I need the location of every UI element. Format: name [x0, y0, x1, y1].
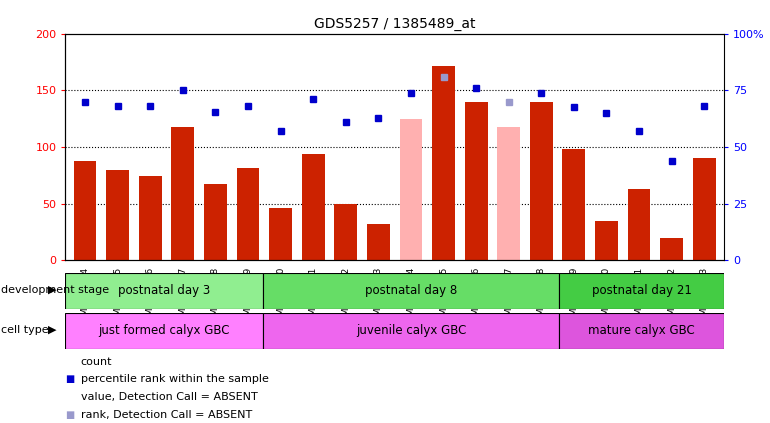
Text: juvenile calyx GBC: juvenile calyx GBC	[356, 324, 467, 338]
Text: development stage: development stage	[1, 285, 109, 295]
Bar	[106, 170, 129, 260]
Text: ■: ■	[65, 410, 75, 420]
Bar	[263, 313, 559, 349]
Bar	[562, 149, 585, 260]
Bar	[432, 66, 455, 260]
Bar	[693, 158, 715, 260]
Text: mature calyx GBC: mature calyx GBC	[588, 324, 695, 338]
Text: postnatal day 3: postnatal day 3	[118, 284, 210, 297]
Text: count: count	[81, 357, 112, 367]
Text: postnatal day 21: postnatal day 21	[591, 284, 691, 297]
Bar	[595, 220, 618, 260]
Bar	[530, 102, 553, 260]
Bar	[367, 224, 390, 260]
Text: just formed calyx GBC: just formed calyx GBC	[99, 324, 230, 338]
Bar	[65, 273, 263, 309]
Bar	[302, 154, 324, 260]
Bar	[139, 176, 162, 260]
Bar	[334, 203, 357, 260]
Bar	[270, 208, 292, 260]
Bar	[559, 313, 724, 349]
Bar	[204, 184, 227, 260]
Text: ▶: ▶	[48, 325, 56, 335]
Text: cell type: cell type	[1, 325, 49, 335]
Bar	[497, 126, 520, 260]
Bar	[65, 313, 263, 349]
Text: ▶: ▶	[48, 285, 56, 295]
Bar	[263, 273, 559, 309]
Text: value, Detection Call = ABSENT: value, Detection Call = ABSENT	[81, 392, 258, 402]
Bar	[74, 161, 96, 260]
Bar	[465, 102, 487, 260]
Text: percentile rank within the sample: percentile rank within the sample	[81, 374, 269, 385]
Text: rank, Detection Call = ABSENT: rank, Detection Call = ABSENT	[81, 410, 252, 420]
Bar	[172, 126, 194, 260]
Text: postnatal day 8: postnatal day 8	[365, 284, 457, 297]
Text: ■: ■	[65, 374, 75, 385]
Bar	[660, 238, 683, 260]
Bar	[628, 189, 651, 260]
Bar	[559, 273, 724, 309]
Bar	[400, 119, 422, 260]
Title: GDS5257 / 1385489_at: GDS5257 / 1385489_at	[314, 17, 475, 31]
Bar	[236, 168, 259, 260]
